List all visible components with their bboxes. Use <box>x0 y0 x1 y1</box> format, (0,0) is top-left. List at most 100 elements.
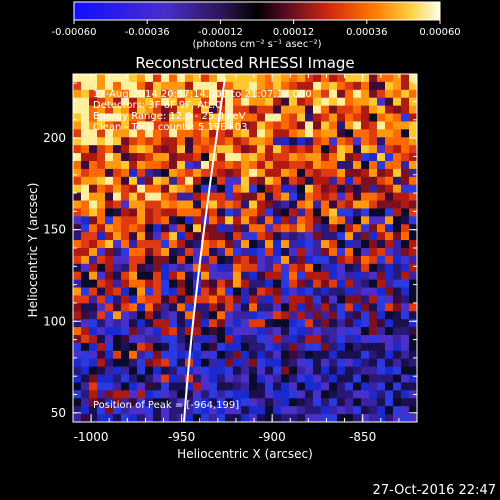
image-pixel <box>273 176 282 186</box>
image-pixel <box>97 287 106 296</box>
image-pixel <box>241 398 250 407</box>
image-pixel <box>321 342 330 352</box>
image-pixel <box>73 240 82 249</box>
image-pixel <box>409 129 417 138</box>
image-pixel <box>329 303 338 312</box>
image-pixel <box>297 319 306 328</box>
image-pixel <box>145 81 154 91</box>
image-pixel <box>113 113 122 122</box>
image-pixel <box>265 208 274 217</box>
image-pixel <box>409 192 417 202</box>
image-pixel <box>217 81 226 91</box>
image-pixel <box>377 374 386 383</box>
image-pixel <box>257 97 266 107</box>
image-pixel <box>257 358 266 368</box>
image-pixel <box>313 303 322 312</box>
image-pixel <box>209 105 218 115</box>
image-pixel <box>369 97 378 107</box>
image-pixel <box>105 374 114 383</box>
image-pixel <box>209 216 218 225</box>
image-pixel <box>193 113 202 122</box>
image-pixel <box>409 398 417 407</box>
image-pixel <box>401 232 410 241</box>
image-pixel <box>329 335 338 344</box>
image-pixel <box>305 327 314 336</box>
image-pixel <box>105 240 114 249</box>
image-pixel <box>265 105 274 115</box>
image-pixel <box>129 200 138 209</box>
image-pixel <box>353 121 362 130</box>
image-pixel <box>233 121 242 130</box>
image-pixel <box>97 327 106 336</box>
image-pixel <box>249 374 258 383</box>
image-pixel <box>385 327 394 336</box>
image-pixel <box>249 232 258 241</box>
image-pixel <box>209 224 218 233</box>
image-pixel <box>73 153 82 162</box>
solar-limb-line <box>183 77 226 422</box>
image-pixel <box>137 248 146 257</box>
image-pixel <box>121 414 130 422</box>
image-pixel <box>265 382 274 391</box>
image-pixel <box>73 295 82 304</box>
image-pixel <box>113 89 122 99</box>
image-pixel <box>281 184 290 194</box>
image-pixel <box>377 89 386 99</box>
image-pixel <box>265 121 274 130</box>
image-pixel <box>193 319 202 328</box>
image-pixel <box>129 295 138 304</box>
image-pixel <box>369 74 378 83</box>
image-pixel <box>289 168 298 178</box>
image-pixel <box>185 279 194 289</box>
image-pixel <box>273 200 282 209</box>
image-pixel <box>121 263 130 273</box>
image-pixel <box>129 240 138 249</box>
image-pixel <box>289 382 298 391</box>
image-pixel <box>241 200 250 209</box>
image-pixel <box>217 161 226 170</box>
image-pixel <box>353 295 362 304</box>
image-pixel <box>105 398 114 407</box>
image-pixel <box>361 358 370 368</box>
image-pixel <box>321 390 330 399</box>
image-pixel <box>97 406 106 415</box>
image-pixel <box>153 168 162 178</box>
image-pixel <box>337 176 346 186</box>
image-pixel <box>145 192 154 202</box>
image-pixel <box>281 335 290 344</box>
image-pixel <box>353 105 362 115</box>
image-pixel <box>97 255 106 265</box>
image-pixel <box>201 113 210 122</box>
image-pixel <box>337 255 346 265</box>
image-pixel <box>241 232 250 241</box>
image-pixel <box>305 271 314 281</box>
image-pixel <box>401 121 410 130</box>
image-pixel <box>145 382 154 391</box>
image-pixel <box>377 113 386 122</box>
image-pixel <box>105 271 114 281</box>
image-pixel <box>265 327 274 336</box>
image-pixel <box>385 113 394 122</box>
image-pixel <box>81 184 90 194</box>
image-pixel <box>129 168 138 178</box>
image-pixel <box>225 342 234 352</box>
image-pixel <box>113 255 122 265</box>
image-pixel <box>377 279 386 289</box>
image-pixel <box>81 137 90 146</box>
image-pixel <box>89 327 98 336</box>
image-pixel <box>225 263 234 273</box>
image-pixel <box>81 398 90 407</box>
image-pixel <box>249 406 258 415</box>
image-pixel <box>329 240 338 249</box>
image-pixel <box>305 145 314 154</box>
image-pixel <box>329 74 338 83</box>
image-pixel <box>193 216 202 225</box>
image-pixel <box>137 398 146 407</box>
image-pixel <box>313 240 322 249</box>
image-pixel <box>393 263 402 273</box>
image-pixel <box>257 208 266 217</box>
image-pixel <box>377 342 386 352</box>
image-pixel <box>249 113 258 122</box>
image-pixel <box>353 398 362 407</box>
image-pixel <box>73 414 82 422</box>
